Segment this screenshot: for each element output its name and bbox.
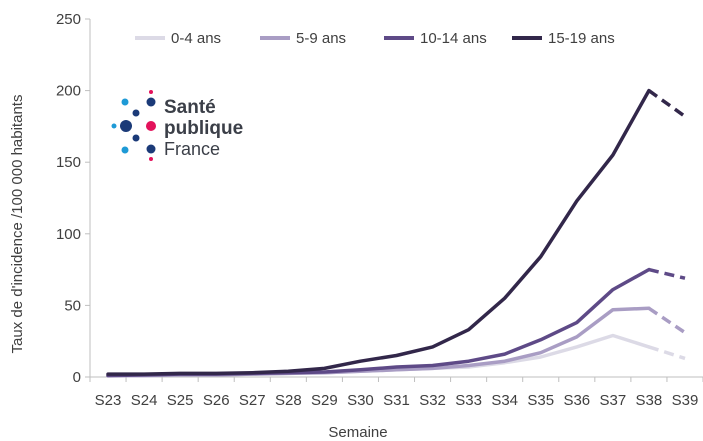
x-tick-label: S36 <box>563 392 590 409</box>
logo-dot <box>121 98 129 106</box>
y-tick-label: 50 <box>64 297 81 314</box>
legend-item: 0-4 ans <box>135 30 221 47</box>
legend-item: 10-14 ans <box>384 30 487 47</box>
y-axis: 0 50 100 150 200 250 <box>56 11 91 386</box>
x-tick-label: S24 <box>131 392 158 409</box>
series-line-projected <box>648 345 686 361</box>
x-axis-title: Semaine <box>328 424 387 441</box>
x-tick-label: S27 <box>239 392 266 409</box>
x-tick-label: S29 <box>311 392 338 409</box>
sante-publique-france-logo: Santé publique France <box>111 90 243 161</box>
logo-text-line2: publique <box>164 118 243 139</box>
logo-dots-icon <box>111 90 156 161</box>
x-tick-label: S25 <box>167 392 194 409</box>
legend-label: 5-9 ans <box>296 30 346 47</box>
logo-dot <box>132 134 140 142</box>
y-tick-label: 100 <box>56 226 81 243</box>
series-line <box>106 88 651 376</box>
logo-dot <box>146 144 156 154</box>
series-line-projected <box>647 306 686 335</box>
logo-text-line1: Santé <box>164 97 216 118</box>
series-4 <box>106 88 687 376</box>
logo-dot <box>149 157 153 161</box>
logo-dot <box>121 146 129 154</box>
logo-dot <box>149 90 153 94</box>
y-tick-label: 150 <box>56 154 81 171</box>
x-tick-label: S30 <box>347 392 374 409</box>
logo-text-line3: France <box>164 139 220 159</box>
x-tick-label: S34 <box>491 392 518 409</box>
x-tick-label: S26 <box>203 392 230 409</box>
x-axis: S23 S24 S25 S26 S27 S28 S29 S30 S31 S32 S33 S34 S35 S… <box>89 376 703 409</box>
x-tick-label: S37 <box>600 392 627 409</box>
x-tick-label: S23 <box>95 392 122 409</box>
legend: 0-4 ans 5-9 ans 10-14 ans 15-19 ans <box>135 30 615 47</box>
x-tick-label: S33 <box>455 392 482 409</box>
x-tick-label: S32 <box>419 392 446 409</box>
x-tick-label: S38 <box>636 392 663 409</box>
series-line-projected <box>648 267 686 280</box>
y-tick-label: 200 <box>56 83 81 100</box>
x-tick-label: S39 <box>672 392 699 409</box>
y-tick-label: 250 <box>56 11 81 28</box>
x-tick-label: S35 <box>527 392 554 409</box>
x-tick-label: S31 <box>383 392 410 409</box>
logo-dot <box>132 109 140 117</box>
logo-dot <box>120 120 132 132</box>
legend-label: 10-14 ans <box>420 30 487 47</box>
legend-item: 15-19 ans <box>512 30 615 47</box>
logo-dot <box>146 97 156 107</box>
series-layer <box>106 88 687 378</box>
legend-label: 0-4 ans <box>171 30 221 47</box>
y-tick-label: 0 <box>73 369 81 386</box>
series-line <box>106 306 651 378</box>
legend-label: 15-19 ans <box>548 30 615 47</box>
series-line-projected <box>647 89 687 118</box>
logo-dot <box>146 121 156 131</box>
x-tick-label: S28 <box>275 392 302 409</box>
logo-dot <box>111 123 117 129</box>
y-axis-title: Taux de d'incidence /100 000 habitants <box>9 95 26 354</box>
legend-item: 5-9 ans <box>260 30 346 47</box>
